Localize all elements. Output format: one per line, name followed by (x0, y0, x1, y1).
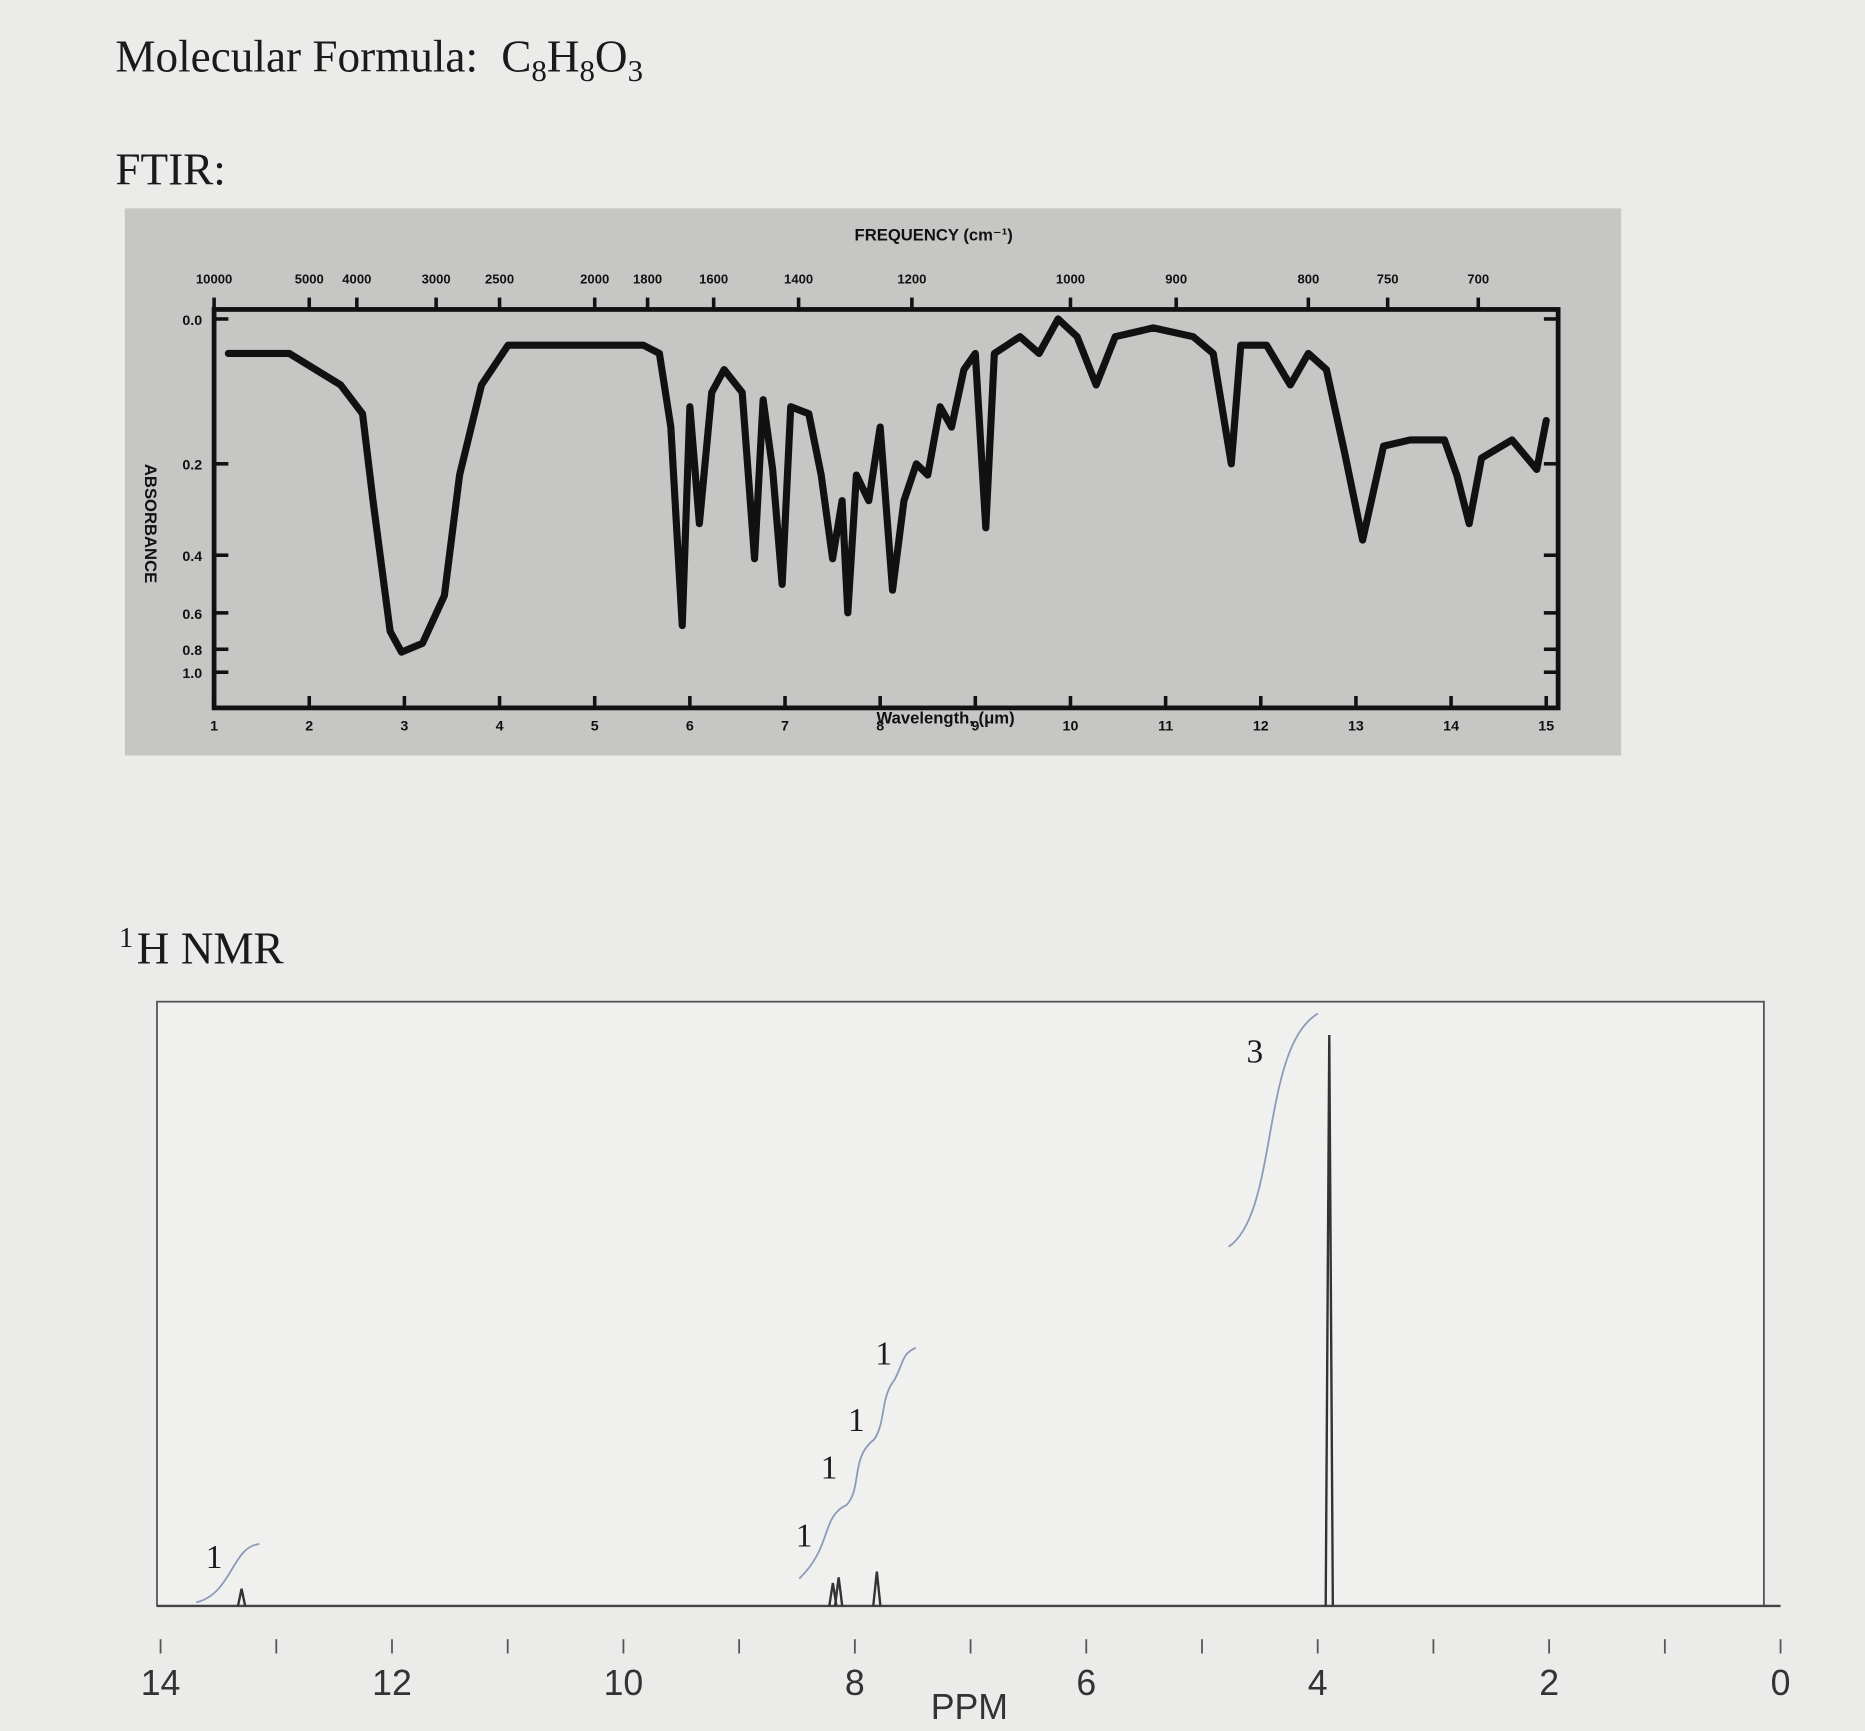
x2-tick-label: 900 (1165, 271, 1187, 286)
x2-tick-label: 1800 (633, 271, 662, 286)
integral-curve (1228, 1012, 1319, 1248)
nmr-peak (236, 1588, 247, 1607)
x-tick-label: 6 (1076, 1663, 1096, 1703)
integral-label: 1 (848, 1402, 865, 1439)
x-tick-label: 12 (1253, 719, 1269, 735)
formula-label: Molecular Formula: (115, 32, 478, 82)
nmr-peak (833, 1577, 844, 1607)
x-tick-label: 5 (591, 719, 599, 735)
x2-tick-label: 750 (1377, 271, 1399, 286)
absorbance-axis-title: ABSORBANCE (141, 464, 160, 583)
x-tick-label: 4 (496, 719, 504, 735)
integral-label: 1 (875, 1335, 892, 1372)
x2-tick-label: 5000 (295, 271, 324, 286)
x-tick-label: 13 (1348, 719, 1364, 735)
nmr-label: 1H NMR (119, 923, 285, 974)
ppm-axis-title: PPM (931, 1687, 1008, 1727)
x-tick-label: 15 (1538, 719, 1554, 735)
x2-tick-label: 4000 (342, 271, 371, 286)
formula-subscript: 8 (579, 53, 594, 88)
formula-element: H (547, 32, 580, 82)
nmr-peak (1324, 1034, 1335, 1606)
y-tick-label: 0.4 (182, 549, 202, 565)
formula-element: O (595, 32, 628, 82)
x-tick-label: 14 (141, 1663, 181, 1703)
x-tick-label: 14 (1443, 719, 1459, 735)
x2-tick-label: 3000 (422, 271, 451, 286)
x2-tick-label: 1200 (897, 271, 926, 286)
x2-tick-label: 1000 (1056, 271, 1085, 286)
x2-tick-label: 800 (1297, 271, 1319, 286)
y-tick-label: 0.6 (182, 607, 202, 623)
x-tick-label: 8 (876, 719, 884, 735)
integral-label: 1 (821, 1450, 838, 1487)
formula-subscript: 8 (531, 53, 546, 88)
molecular-formula: Molecular Formula: C8H8O3 (115, 32, 643, 89)
nmr-isotope: 1 (119, 923, 133, 954)
x2-tick-label: 1400 (784, 271, 813, 286)
x-tick-label: 0 (1771, 1663, 1791, 1703)
x-tick-label: 7 (781, 719, 789, 735)
ftir-label: FTIR: (115, 145, 225, 195)
spectrum-line (224, 315, 1550, 656)
x-tick-label: 6 (686, 719, 694, 735)
integral-label: 1 (206, 1539, 223, 1576)
integral-curve (798, 1346, 917, 1580)
ftir-chart: FREQUENCY (cm⁻¹) ABSORBANCE Wavelength, … (124, 208, 1622, 756)
x-tick-label: 8 (845, 1663, 865, 1703)
x-tick-label: 1 (210, 719, 218, 735)
ftir-frame (211, 307, 1561, 711)
nmr-label-text: H NMR (137, 924, 285, 974)
x-tick-label: 3 (400, 719, 408, 735)
x-tick-label: 9 (971, 719, 979, 735)
x-tick-label: 4 (1308, 1663, 1328, 1703)
frequency-axis-title: FREQUENCY (cm⁻¹) (855, 225, 1013, 244)
x-tick-label: 12 (372, 1663, 412, 1703)
integral-curve (196, 1543, 260, 1604)
integral-label: 1 (796, 1517, 813, 1554)
x2-tick-label: 700 (1467, 271, 1489, 286)
x2-tick-label: 2500 (485, 271, 514, 286)
wavelength-axis-title: Wavelength, (μm) (877, 708, 1015, 727)
x-tick-label: 11 (1158, 719, 1173, 735)
nmr-peak (872, 1571, 882, 1607)
x2-tick-label: 10000 (196, 271, 232, 286)
x-tick-label: 10 (1063, 719, 1079, 735)
formula-element: C (501, 32, 531, 82)
integral-label: 3 (1247, 1033, 1264, 1070)
x2-tick-label: 1600 (699, 271, 728, 286)
y-tick-label: 0.2 (182, 458, 202, 474)
x-tick-label: 10 (604, 1663, 644, 1703)
x-tick-label: 2 (1539, 1663, 1559, 1703)
formula-subscript: 3 (628, 53, 643, 88)
x2-tick-label: 2000 (580, 271, 609, 286)
y-tick-label: 0.0 (182, 313, 202, 329)
x-tick-label: 2 (305, 719, 313, 735)
nmr-frame (156, 1000, 1765, 1607)
y-tick-label: 0.8 (182, 643, 202, 659)
y-tick-label: 1.0 (182, 666, 202, 682)
